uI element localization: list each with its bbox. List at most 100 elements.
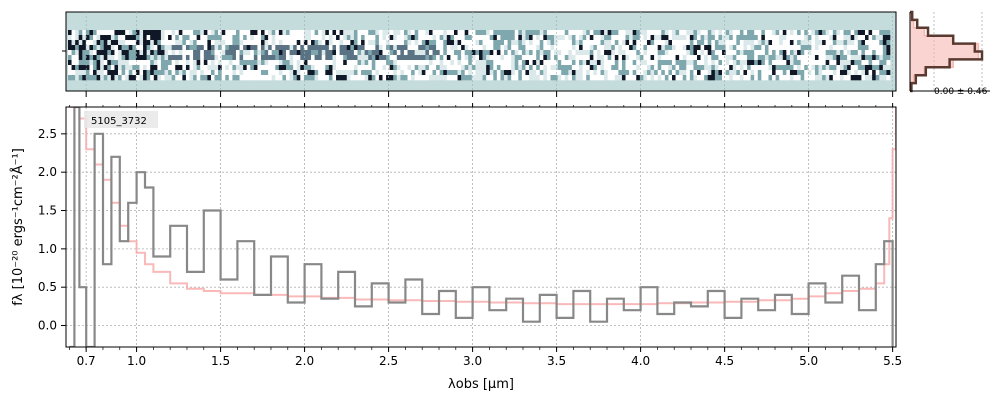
spectrum-2d-pixel [743, 70, 748, 76]
spectrum-2d-pixel [386, 30, 390, 36]
spectrum-2d-pixel [772, 50, 776, 56]
spectrum-2d-pixel [564, 55, 569, 61]
spectrum-2d-pixel [875, 75, 880, 81]
spectrum-2d-pixel [682, 35, 687, 41]
spectrum-2d-pixel [496, 35, 501, 41]
spectrum-2d-pixel [135, 60, 140, 66]
spectrum-2d-pixel [125, 65, 130, 71]
spectrum-2d-pixel [214, 30, 219, 36]
spectrum-2d-pixel [657, 30, 662, 36]
spectrum-2d-pixel [811, 60, 816, 66]
spectrum-2d-pixel [471, 30, 476, 36]
spectrum-2d-pixel [314, 60, 319, 66]
spectrum-2d-pixel [711, 50, 716, 56]
spectrum-2d-pixel [339, 45, 344, 51]
spectrum-2d-pixel [664, 70, 669, 76]
spectrum-2d-pixel [439, 60, 444, 66]
spectrum-2d-pixel [682, 55, 687, 61]
spectrum-2d-pixel [132, 60, 137, 66]
spectrum-2d-pixel [704, 70, 709, 76]
spectrum-2d-pixel [425, 55, 430, 61]
spectrum-2d-pixel [739, 50, 744, 56]
spectrum-2d-pixel [207, 75, 212, 81]
spectrum-2d-pixel [764, 65, 769, 71]
spectrum-2d-pixel [693, 65, 698, 71]
spectrum-2d-pixel [782, 55, 787, 61]
spectrum-2d-pixel [811, 45, 816, 51]
spectrum-2d-pixel [861, 55, 866, 61]
spectrum-2d-pixel [539, 55, 544, 61]
spectrum-2d-pixel [793, 50, 798, 56]
spectrum-2d-pixel [175, 40, 180, 46]
spectrum-2d-pixel [679, 35, 684, 41]
spectrum-2d-pixel [311, 70, 315, 76]
spectrum-2d-pixel [722, 60, 726, 66]
spectrum-2d-pixel [646, 45, 651, 51]
spectrum-2d-pixel [275, 75, 280, 81]
spectrum-2d-pixel [818, 45, 823, 51]
spectrum-2d-pixel [718, 45, 723, 51]
spectrum-2d-pixel [582, 50, 587, 56]
spectrum-2d-pixel [864, 45, 869, 51]
spectrum-2d-pixel [793, 75, 798, 81]
spectrum-2d-pixel [611, 50, 616, 56]
spectrum-2d-pixel [143, 55, 147, 61]
spectrum-2d-pixel [493, 35, 498, 41]
spectrum-2d-pixel [110, 60, 115, 66]
spectrum-2d-pixel [218, 55, 222, 61]
spectrum-2d-pixel [207, 70, 212, 76]
spectrum-2d-pixel [368, 75, 373, 81]
spectrum-2d-pixel [439, 50, 444, 56]
spectrum-2d-pixel [536, 50, 541, 56]
spectrum-2d-pixel [772, 70, 776, 76]
spectrum-2d-pixel [607, 65, 612, 71]
spectrum-2d-pixel [436, 75, 440, 81]
spectrum-2d-pixel [475, 70, 480, 76]
spectrum-2d-pixel [782, 70, 787, 76]
spectrum-2d-pixel [275, 70, 280, 76]
spectrum-2d-pixel [71, 60, 76, 66]
spectrum-2d-pixel [357, 30, 362, 36]
spectrum-2d-pixel [779, 35, 784, 41]
spectrum-2d-pixel [604, 50, 608, 56]
spectrum-2d-pixel [518, 75, 523, 81]
spectrum-2d-pixel [235, 75, 240, 81]
spectrum-2d-pixel [561, 35, 566, 41]
spectrum-2d-pixel [543, 60, 548, 66]
spectrum-2d-pixel [371, 65, 376, 71]
spectrum-2d-pixel [718, 35, 723, 41]
spectrum-2d-pixel [232, 30, 237, 36]
spectrum-2d-pixel [418, 40, 423, 46]
spectrum-2d-pixel [153, 50, 158, 56]
spectrum-2d-pixel [564, 65, 569, 71]
spectrum-2d-pixel [521, 75, 526, 81]
spectrum-2d-pixel [436, 45, 440, 51]
spectrum-2d-pixel [836, 65, 841, 71]
spectrum-2d-pixel [750, 45, 755, 51]
spectrum-2d-pixel [382, 75, 387, 81]
spectrum-2d-pixel [164, 75, 169, 81]
spectrum-2d-pixel [389, 40, 394, 46]
spectrum-2d-pixel [436, 65, 440, 71]
spectrum-2d-pixel [350, 55, 355, 61]
spectrum-2d-pixel [328, 35, 333, 41]
spectrum-2d-pixel [757, 50, 762, 56]
spectrum-2d-pixel [775, 45, 780, 51]
spectrum-2d-pixel [407, 35, 412, 41]
spectrum-2d-pixel [207, 55, 212, 61]
spectrum-2d-pixel [368, 50, 373, 56]
spectrum-2d-pixel [418, 30, 423, 36]
histogram-data [910, 10, 984, 93]
spectrum-2d-pixel [221, 35, 226, 41]
spectrum-2d-pixel [839, 50, 844, 56]
spectrum-2d-pixel [529, 70, 533, 76]
spectrum-2d-pixel [686, 70, 691, 76]
spectrum-2d-pixel [579, 45, 583, 51]
spectrum-2d-pixel [243, 60, 247, 66]
spectrum-2d-pixel [657, 70, 662, 76]
spectrum-2d-pixel [675, 75, 680, 81]
spectrum-2d-pixel [704, 35, 709, 41]
spectrum-2d-pixel [393, 55, 398, 61]
spectrum-2d-pixel [446, 50, 451, 56]
spectrum-2d-pixel [375, 35, 380, 41]
